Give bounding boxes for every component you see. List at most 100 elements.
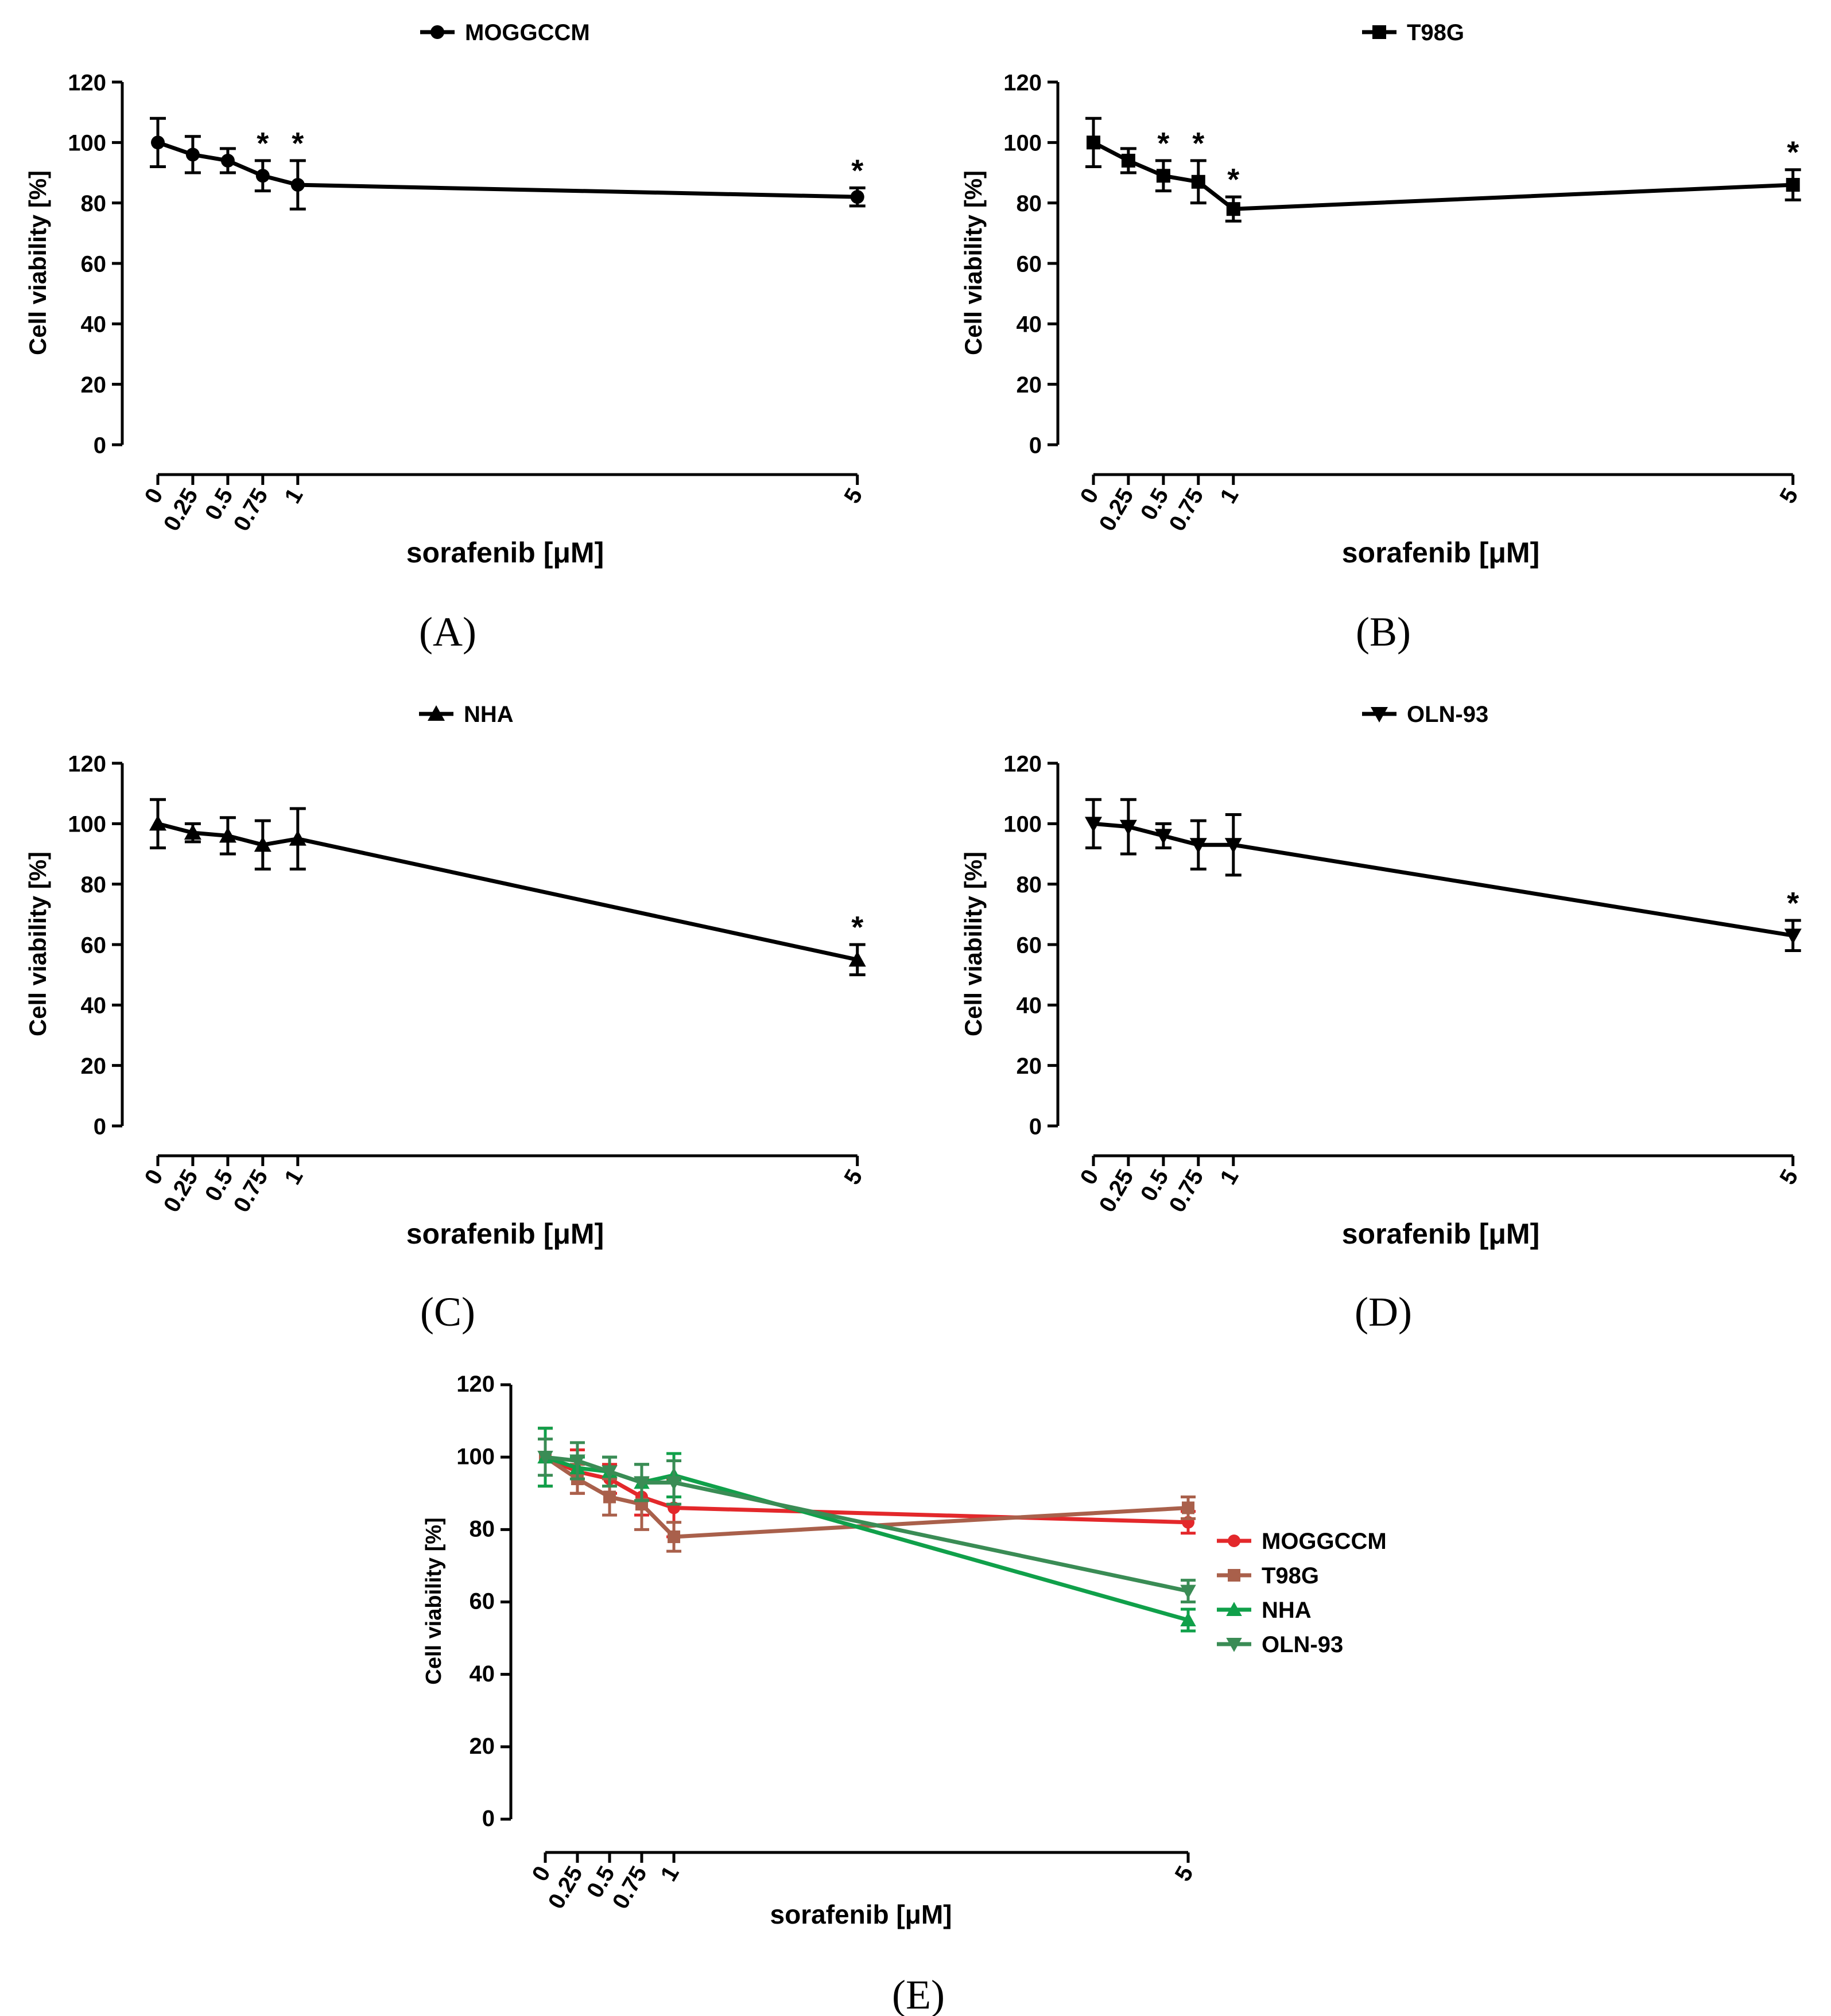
- x-axis-label: sorafenib [μM]: [406, 537, 604, 569]
- y-tick-label: 60: [470, 1589, 495, 1614]
- x-tick-label: 0: [140, 484, 168, 508]
- data-point: [1224, 838, 1242, 854]
- x-tick-label: 1: [1215, 1166, 1243, 1189]
- x-tick-label: 5: [839, 484, 867, 508]
- x-tick-label: 1: [656, 1862, 684, 1886]
- data-point: [1156, 169, 1170, 183]
- legend-marker: [1371, 707, 1388, 723]
- significance-star: *: [1227, 162, 1239, 197]
- data-point: [1191, 174, 1205, 189]
- y-axis-label: Cell viability [%]: [960, 852, 987, 1036]
- x-tick-label: 1: [1215, 484, 1243, 508]
- legend-label: NHA: [1262, 1598, 1312, 1623]
- y-tick-label: 0: [94, 433, 106, 458]
- x-tick-label: 5: [1775, 1166, 1803, 1189]
- panel-letter: (E): [892, 1972, 945, 2016]
- data-point: [219, 827, 236, 843]
- data-point: [1154, 829, 1172, 845]
- x-tick-label: 0: [527, 1862, 556, 1886]
- y-tick-label: 0: [482, 1806, 495, 1831]
- significance-star: *: [1157, 126, 1169, 161]
- data-point: [666, 1476, 682, 1491]
- significance-star: *: [1787, 135, 1799, 170]
- y-tick-label: 120: [68, 751, 106, 776]
- y-tick-label: 40: [1017, 993, 1042, 1019]
- y-tick-label: 80: [81, 872, 107, 898]
- data-point: [184, 824, 201, 840]
- x-tick-label: 0.25: [544, 1862, 588, 1913]
- data-point: [1180, 1584, 1196, 1599]
- data-point: [1226, 202, 1240, 216]
- data-point: [290, 178, 305, 192]
- data-point: [569, 1454, 585, 1469]
- y-tick-label: 20: [470, 1734, 495, 1759]
- legend-label: NHA: [464, 702, 514, 727]
- legend-entry: MOGGCCM: [1217, 1529, 1387, 1554]
- y-tick-label: 40: [470, 1661, 495, 1687]
- x-tick-label: 0.25: [1095, 484, 1139, 535]
- data-point: [1121, 153, 1135, 168]
- y-tick-label: 80: [1017, 872, 1042, 898]
- data-point: [185, 147, 200, 162]
- legend-label: OLN-93: [1407, 702, 1488, 727]
- data-point: [1180, 1612, 1196, 1627]
- x-tick-label: 0.75: [229, 484, 273, 535]
- significance-star: *: [851, 153, 863, 188]
- legend-entry: OLN-93: [1217, 1632, 1343, 1657]
- data-point: [634, 1476, 650, 1491]
- data-point: [289, 830, 307, 846]
- data-point: [255, 169, 270, 183]
- legend-entry: T98G: [1217, 1563, 1319, 1588]
- y-axis-label: Cell viability [%]: [422, 1517, 446, 1684]
- series-line: [1093, 821, 1794, 938]
- y-tick-label: 40: [81, 312, 107, 337]
- x-tick-label: 0.75: [1165, 484, 1209, 535]
- data-point: [850, 190, 864, 204]
- y-tick-label: 0: [1029, 433, 1042, 458]
- series-oln-93: *: [1085, 798, 1802, 953]
- y-tick-label: 60: [1017, 251, 1042, 277]
- x-tick-label: 0: [140, 1166, 168, 1189]
- data-point: [151, 135, 165, 150]
- data-point: [149, 815, 166, 831]
- data-point: [254, 836, 271, 852]
- data-point: [1085, 817, 1102, 833]
- x-tick-label: 5: [1170, 1862, 1198, 1886]
- significance-star: *: [1787, 886, 1799, 920]
- y-tick-label: 80: [81, 191, 107, 216]
- legend-label: T98G: [1407, 20, 1464, 45]
- y-tick-label: 100: [68, 131, 106, 156]
- legend-marker: [1226, 1602, 1242, 1616]
- x-axis-label: sorafenib [μM]: [770, 1900, 952, 1929]
- panel-letter: (A): [419, 609, 476, 655]
- legend-label: OLN-93: [1262, 1632, 1343, 1657]
- y-tick-label: 40: [81, 993, 107, 1019]
- y-tick-label: 120: [68, 70, 106, 95]
- y-tick-label: 100: [1003, 812, 1042, 837]
- data-point: [1784, 929, 1802, 945]
- data-point: [1786, 178, 1800, 192]
- legend-entry: NHA: [1217, 1598, 1312, 1623]
- x-axis-label: sorafenib [μM]: [406, 1218, 604, 1250]
- data-point: [1182, 1501, 1195, 1514]
- y-tick-label: 120: [1003, 70, 1042, 95]
- x-tick-label: 0: [1076, 1166, 1104, 1189]
- y-tick-label: 40: [1017, 312, 1042, 337]
- y-tick-label: 60: [81, 251, 107, 277]
- legend-marker: [428, 705, 445, 721]
- x-tick-label: 5: [1775, 484, 1803, 508]
- y-tick-label: 100: [1003, 131, 1042, 156]
- y-tick-label: 100: [68, 812, 106, 837]
- series-t98g: [538, 1427, 1196, 1553]
- panel-letter: (B): [1356, 609, 1411, 655]
- y-tick-label: 100: [456, 1444, 495, 1469]
- x-tick-label: 0.25: [159, 1166, 203, 1217]
- x-tick-label: 0.75: [608, 1862, 652, 1913]
- data-point: [537, 1451, 553, 1465]
